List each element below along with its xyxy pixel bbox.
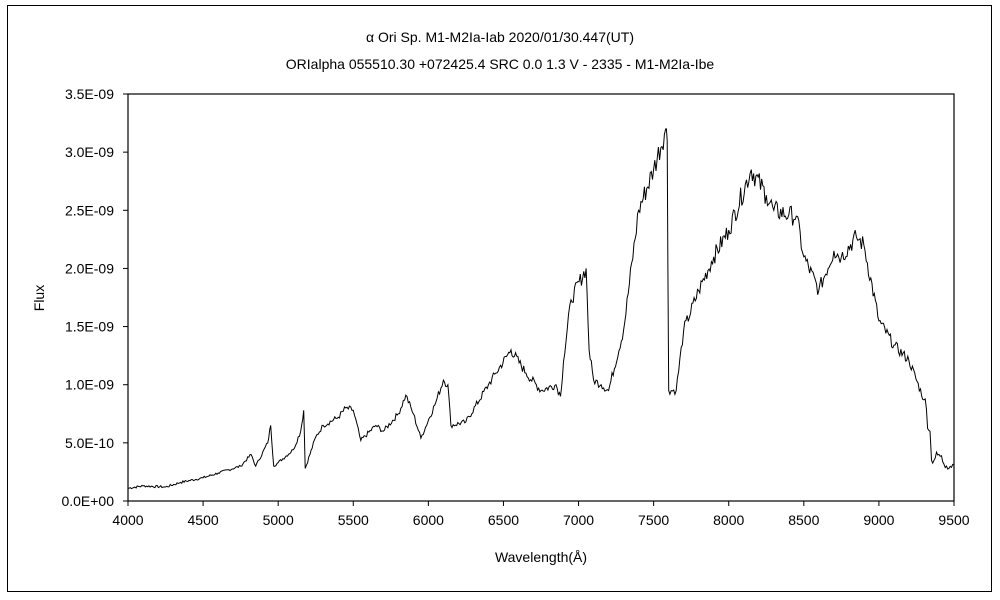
- x-axis-label: Wavelength(Å): [495, 549, 587, 565]
- chart-frame: [7, 5, 992, 592]
- y-tick-label: 5.0E-10: [65, 435, 114, 451]
- plot-area: [127, 93, 955, 502]
- x-tick-label: 6500: [488, 512, 519, 528]
- x-tick-label: 6000: [413, 512, 444, 528]
- x-tick-label: 8500: [788, 512, 819, 528]
- y-tick-label: 0.0E+00: [61, 493, 114, 509]
- y-tick-label: 1.5E-09: [65, 319, 114, 335]
- spectrum-line: [127, 128, 955, 490]
- y-tick-label: 2.5E-09: [65, 202, 114, 218]
- x-tick-label: 5000: [263, 512, 294, 528]
- y-tick-label: 3.5E-09: [65, 86, 114, 102]
- y-axis-label: Flux: [31, 285, 47, 311]
- x-tick-label: 8000: [713, 512, 744, 528]
- x-tick-label: 4500: [188, 512, 219, 528]
- x-tick-label: 9500: [938, 512, 969, 528]
- y-tick-label: 2.0E-09: [65, 260, 114, 276]
- x-tick-label: 9000: [863, 512, 894, 528]
- x-tick-label: 7000: [563, 512, 594, 528]
- y-tick-label: 3.0E-09: [65, 144, 114, 160]
- chart-title: α Ori Sp. M1-M2Ia-Iab 2020/01/30.447(UT): [366, 29, 634, 45]
- chart-subtitle: ORIalpha 055510.30 +072425.4 SRC 0.0 1.3…: [285, 56, 715, 72]
- x-tick-label: 5500: [338, 512, 369, 528]
- y-tick-label: 1.0E-09: [65, 377, 114, 393]
- x-tick-label: 7500: [638, 512, 669, 528]
- x-tick-label: 4000: [112, 512, 143, 528]
